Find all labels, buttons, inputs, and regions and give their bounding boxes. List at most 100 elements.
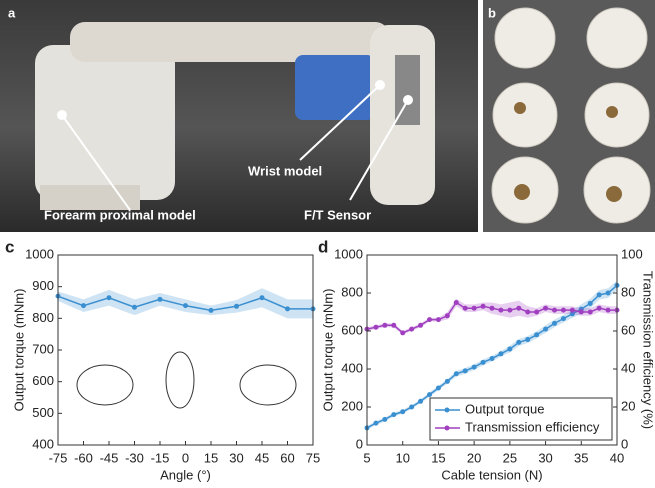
point [606,291,611,296]
x-tick-label: 25 [503,450,517,465]
legend-label: Transmission efficiency [465,419,600,434]
point [516,306,521,311]
hand [240,365,296,405]
hole [514,184,530,200]
y-tick-label: 700 [32,341,54,356]
point [445,313,450,318]
point [454,371,459,376]
y-tick-label: 900 [32,278,54,293]
point [409,327,414,332]
x-tick-label: 15 [204,450,218,465]
x-axis-label: Angle (°) [160,467,211,482]
x-tick-label: -75 [49,450,68,465]
point [570,308,575,313]
y-tick-label: 0 [356,436,363,451]
y2-axis-label: Transmission efficiency (%) [641,271,655,429]
panel-label: d [318,237,328,256]
point [391,323,396,328]
y2-tick-label: 80 [621,284,635,299]
pointer-dot [57,110,67,120]
point [579,310,584,315]
point [498,351,503,356]
figure: Wrist model Forearm proximal model F/T S… [0,0,655,488]
x-tick-label: 45 [255,450,269,465]
y-tick-label: 600 [341,322,363,337]
point [285,306,290,311]
y2-tick-label: 100 [621,246,643,261]
y-tick-label: 500 [32,405,54,420]
point [490,356,495,361]
y-tick-label: 800 [32,310,54,325]
point [373,421,378,426]
point [534,332,539,337]
point [454,300,459,305]
point [606,308,611,313]
point [543,306,548,311]
x-tick-label: -60 [74,450,93,465]
point [481,304,486,309]
x-tick-label: 30 [229,450,243,465]
point [183,303,188,308]
point [463,306,468,311]
wrist-model [295,55,375,120]
plot-frame [58,255,313,445]
y-tick-label: 1000 [25,246,54,261]
point [382,417,387,422]
point [391,412,396,417]
ring [493,83,557,147]
x-tick-label: 15 [431,450,445,465]
photo-a: Wrist model Forearm proximal model F/T S… [0,0,478,232]
point [107,295,112,300]
panel-label: c [5,237,14,256]
pointer-dot [403,95,413,105]
y2-tick-label: 20 [621,398,635,413]
point [373,325,378,330]
point [463,368,468,373]
x-tick-label: 75 [306,450,320,465]
x-axis-label: Cable tension (N) [441,467,542,482]
photo-label: F/T Sensor [304,207,371,222]
y-tick-label: 1000 [334,246,363,261]
point [234,304,239,309]
legend-marker [445,426,450,431]
point [436,317,441,322]
y-tick-label: 800 [341,284,363,299]
legend-marker [445,408,450,413]
point [552,321,557,326]
point [158,297,163,302]
ring [587,8,647,68]
hole [606,106,618,118]
x-tick-label: -15 [151,450,170,465]
point [481,360,486,365]
point [427,392,432,397]
y2-tick-label: 40 [621,360,635,375]
y2-tick-label: 60 [621,322,635,337]
point [525,310,530,315]
point [543,327,548,332]
point [561,316,566,321]
point [516,340,521,345]
error-band [367,299,617,335]
point [588,301,593,306]
x-tick-label: 40 [610,450,624,465]
point [588,310,593,315]
x-tick-label: 60 [280,450,294,465]
hand [77,365,133,405]
x-tick-label: 5 [363,450,370,465]
point [400,409,405,414]
point [400,330,405,335]
point [472,365,477,370]
panel-label: a [8,5,16,20]
point [534,310,539,315]
y-tick-label: 400 [341,360,363,375]
point [132,305,137,310]
panel-label: b [488,5,496,20]
point [436,386,441,391]
point [498,308,503,313]
x-tick-label: 30 [538,450,552,465]
x-tick-label: 10 [395,450,409,465]
y-tick-label: 200 [341,398,363,413]
photo-label: Forearm proximal model [44,207,196,222]
point [382,323,387,328]
legend-label: Output torque [465,401,545,416]
